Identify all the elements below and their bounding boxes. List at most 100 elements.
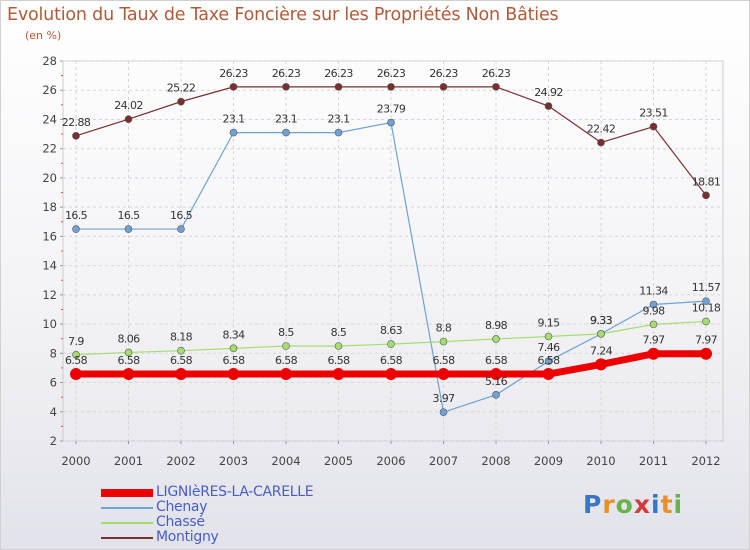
data-point — [702, 297, 710, 305]
y-tick-label: 28 — [42, 54, 57, 68]
data-point — [229, 128, 238, 137]
data-point — [124, 348, 133, 357]
x-tick-label: 2000 — [61, 454, 90, 468]
data-label: 9.15 — [537, 317, 560, 330]
data-label: 26.23 — [377, 67, 406, 80]
data-label: 24.02 — [114, 99, 143, 112]
data-label: 6.58 — [222, 354, 245, 367]
data-point — [597, 138, 605, 147]
data-point — [439, 408, 448, 417]
data-label: 11.34 — [639, 284, 668, 297]
data-label: 6.58 — [170, 354, 193, 367]
data-label: 26.23 — [324, 67, 353, 80]
data-point — [122, 368, 135, 381]
y-tick-label: 6 — [50, 376, 57, 390]
data-label: 8.5 — [278, 326, 294, 339]
data-point — [542, 368, 555, 381]
x-tick-label: 2007 — [429, 454, 458, 468]
data-label: 22.42 — [587, 123, 616, 136]
data-point — [700, 347, 712, 360]
x-tick-label: 2004 — [271, 454, 300, 468]
data-point — [334, 128, 343, 137]
data-label: 18.81 — [692, 175, 721, 188]
data-point — [439, 83, 448, 91]
data-label: 7.97 — [642, 334, 665, 347]
y-tick-label: 26 — [42, 83, 57, 97]
data-label: 5.16 — [485, 375, 508, 388]
logo-letter: o — [615, 490, 634, 519]
data-label: 7.46 — [537, 341, 560, 354]
data-label: 23.79 — [377, 103, 406, 116]
data-label: 7.9 — [68, 335, 84, 348]
legend-item: LIGNIèRES-LA-CARELLE — [101, 484, 401, 500]
y-tick-label: 18 — [42, 200, 57, 214]
data-point — [387, 340, 395, 348]
data-point — [124, 225, 133, 233]
data-label: 6.58 — [327, 354, 350, 367]
data-label: 6.58 — [117, 354, 140, 367]
data-label: 16.5 — [117, 209, 140, 222]
legend-label: Chenay — [156, 499, 208, 515]
data-point — [334, 83, 343, 91]
data-point — [282, 83, 290, 91]
data-label: 8.8 — [436, 322, 452, 335]
data-label: 23.1 — [275, 113, 297, 126]
data-point — [597, 330, 605, 338]
y-tick-label: 10 — [42, 317, 57, 331]
data-label: 8.34 — [222, 328, 245, 341]
data-point — [544, 332, 553, 341]
data-point — [492, 335, 500, 343]
logo-letter: i — [651, 490, 661, 519]
data-label: 22.88 — [62, 116, 91, 129]
x-tick-label: 2006 — [376, 454, 405, 468]
data-point — [702, 191, 710, 200]
x-tick-label: 2011 — [639, 454, 668, 468]
data-point — [229, 344, 238, 353]
data-label: 26.23 — [272, 67, 301, 80]
logo-letter: i — [673, 490, 684, 519]
data-label: 6.58 — [275, 354, 298, 367]
y-tick-label: 8 — [50, 346, 57, 360]
data-point — [282, 342, 290, 350]
x-tick-label: 2008 — [481, 454, 510, 468]
legend-swatch — [101, 522, 153, 524]
data-label: 7.97 — [695, 334, 718, 347]
data-label: 9.33 — [590, 314, 613, 327]
data-point — [387, 83, 395, 91]
legend-label: Montigny — [156, 529, 219, 545]
data-label: 23.1 — [327, 113, 349, 126]
data-point — [702, 317, 710, 326]
legend-label: Chassé — [156, 514, 205, 530]
data-label: 26.23 — [219, 67, 248, 80]
data-point — [177, 346, 185, 355]
data-label: 11.57 — [692, 281, 721, 294]
data-point — [177, 225, 185, 233]
data-point — [544, 357, 553, 366]
data-point — [72, 225, 80, 233]
data-point — [492, 83, 500, 91]
data-point — [492, 391, 500, 399]
data-point — [649, 300, 658, 309]
chart-legend: LIGNIèRES-LA-CARELLE Chenay Chassé Montigny — [101, 484, 401, 545]
legend-swatch — [101, 507, 153, 509]
y-tick-label: 2 — [50, 434, 57, 448]
data-label: 23.51 — [639, 107, 668, 120]
plot-area — [62, 60, 724, 442]
x-tick-label: 2002 — [166, 454, 195, 468]
proxiti-logo: Proxiti — [583, 490, 683, 519]
logo-letter: t — [660, 490, 674, 519]
legend-item: Montigny — [101, 529, 401, 545]
data-point — [334, 342, 343, 350]
data-point — [437, 368, 450, 381]
legend-swatch — [101, 537, 153, 539]
data-label: 24.92 — [534, 86, 563, 99]
x-tick-label: 2005 — [324, 454, 353, 468]
data-label: 6.58 — [65, 354, 88, 367]
chart-title: Evolution du Taux de Taxe Foncière sur l… — [7, 5, 559, 25]
x-tick-label: 2010 — [586, 454, 615, 468]
logo-letter: x — [633, 490, 651, 519]
data-label: 6.58 — [485, 354, 508, 367]
y-tick-label: 4 — [50, 405, 57, 419]
